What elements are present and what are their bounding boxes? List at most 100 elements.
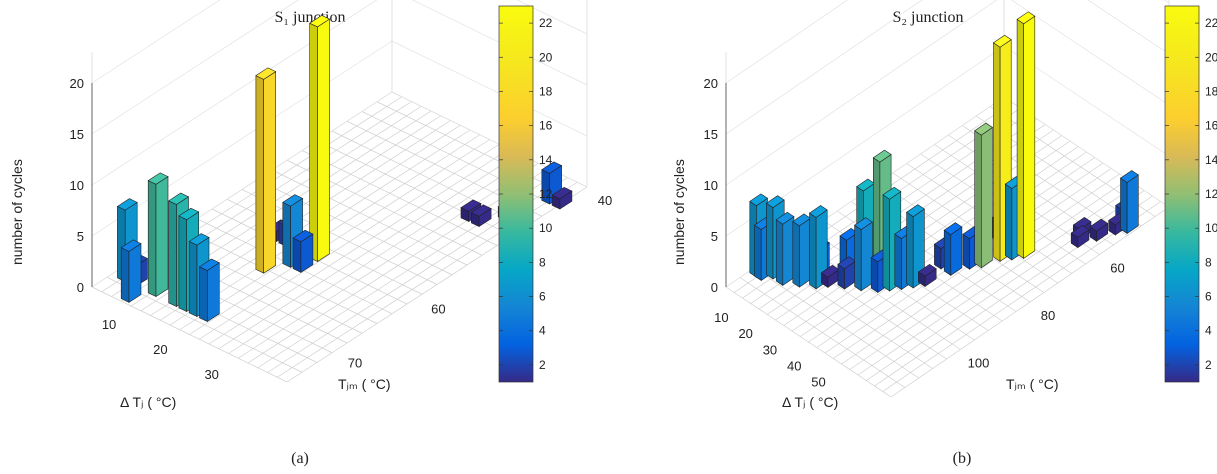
z-tick-label: 20 [70,76,84,91]
colorbar-tick-label: 18 [1205,84,1217,98]
bar-top [147,172,169,185]
bar-top [120,239,142,252]
wall-grid-line [91,0,221,84]
bar-top [282,194,304,207]
colorbar [1164,5,1200,383]
bar-top [309,15,331,28]
bar-face [980,126,993,269]
bar-top [460,199,482,212]
bar-face [207,262,220,323]
panel-caption: (b) [953,450,972,467]
bar-top [1016,11,1036,25]
colorbar [498,5,534,383]
bar-face [147,180,157,297]
x-tick-labels: 10 20 30 [102,317,219,382]
colorbar-tick-label: 18 [539,84,553,98]
bar-face [854,224,862,292]
bar-top [1089,218,1109,232]
y-axis-label: Tⱼₘ ( °C) [338,376,391,392]
colorbar-tick-label: 10 [1205,221,1217,235]
bar-top [198,258,220,271]
y-tick-label: 100 [968,356,990,371]
z-tick-label: 0 [77,280,84,295]
bar-face [1004,183,1013,261]
wall-grid-line [725,0,1170,84]
colorbar-ticks: 2 4 6 8 10 12 14 16 18 20 22 [1165,16,1217,372]
bar-top [808,205,828,218]
bar [943,222,963,276]
x-tick-label: 20 [153,342,167,357]
bar-top [116,198,138,211]
bars-layer [749,11,1139,294]
colorbar-tick-label: 22 [1205,16,1217,30]
bar [147,172,169,298]
x-tick-label: 30 [204,367,218,382]
bar [854,217,873,292]
bar-top [188,233,210,246]
bar-top [1070,225,1090,238]
grid-line [228,158,529,354]
plot-grid [725,0,1170,398]
bar-top [255,67,277,80]
grid-line [890,206,1170,398]
colorbar-tick-label: 2 [539,358,546,372]
bar-top [872,149,892,163]
bar-face [282,201,291,268]
bar-top [854,217,873,230]
bar-top [882,186,902,200]
bar-face [317,18,330,263]
colorbar-tick-label: 16 [539,119,553,133]
grid-line [199,143,500,340]
bar [188,233,210,318]
bar [1119,170,1139,235]
bar [808,205,828,290]
colorbar-tick-label: 14 [539,153,553,167]
bar-top [992,34,1012,48]
bar-top [470,204,492,217]
z-tick-labels: 0 5 10 15 20 [704,76,718,295]
x-tick-label: 30 [763,342,777,357]
grid-line [256,179,453,276]
bar-face [993,42,1001,262]
bar-face [155,176,169,298]
bar-face [870,256,879,294]
bar [906,204,925,289]
bar-face [178,215,187,312]
bar-face [799,217,811,288]
bar-top [765,195,785,208]
colorbar-tick-label: 14 [1205,153,1217,167]
bar [198,258,220,323]
bar-face [754,224,762,282]
bar [551,186,573,210]
bar [1070,225,1090,249]
bar [837,256,857,290]
bar [1089,218,1109,242]
grid-line [286,186,588,383]
z-tick-label: 0 [711,280,718,295]
chart-title: S₂ junction [893,9,964,26]
grid-line [218,153,519,350]
colorbar-tick-label: 4 [1205,324,1212,338]
bars-layer [116,15,573,323]
bar-face [894,233,902,291]
bar-top [906,204,925,217]
colorbar-tick-label: 20 [1205,50,1217,64]
bar-face [766,202,774,280]
bar-face [1023,15,1036,259]
x-tick-label: 10 [102,317,116,332]
bar-top [168,192,190,205]
colorbar-tick-label: 2 [1205,358,1212,372]
colorbar-tick-label: 20 [539,50,553,64]
y-tick-label: 70 [348,356,362,371]
bar [775,211,795,286]
bar-top [292,229,314,243]
x-tick-label: 10 [714,310,728,325]
z-tick-label: 10 [70,178,84,193]
bar-face [263,71,277,274]
bar [820,264,840,288]
bar [792,213,812,288]
grid-line [841,173,1120,365]
wall-grid-line [725,0,1170,135]
z-tick-label: 15 [704,127,718,142]
